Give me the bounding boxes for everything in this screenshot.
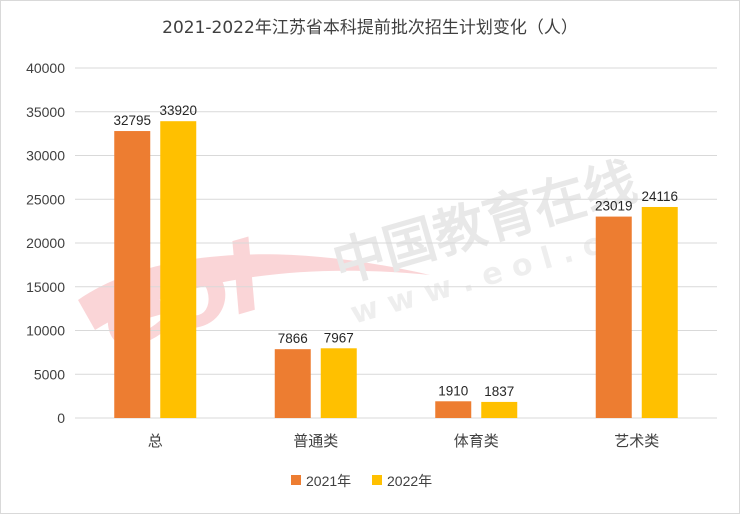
y-tick-label: 10000: [26, 323, 65, 339]
bars: [114, 121, 678, 418]
x-category-label: 普通类: [293, 432, 338, 450]
x-axis-categories: 总 普通类 体育类 艺术类: [148, 432, 660, 450]
bar-2022年: [320, 348, 357, 418]
y-tick-label: 15000: [26, 279, 65, 295]
legend: 2021年 2022年: [291, 473, 432, 489]
bar-2021年: [435, 401, 472, 418]
y-tick-label: 35000: [26, 104, 65, 120]
data-label: 32795: [113, 113, 151, 128]
bar-2021年: [595, 216, 632, 418]
x-category-label: 总: [148, 432, 163, 450]
y-tick-label: 40000: [26, 60, 65, 76]
bar-2022年: [481, 401, 518, 418]
legend-swatch-2021: [291, 475, 301, 485]
data-label: 33920: [159, 103, 197, 118]
x-category-label: 体育类: [454, 432, 499, 450]
bar-2021年: [114, 131, 151, 418]
chart-title: 2021-2022年江苏省本科提前批次招生计划变化（人）: [162, 18, 578, 38]
data-labels: 32795 33920 7866 7967 1910 1837 23019 24116: [113, 103, 678, 399]
data-label: 1910: [438, 383, 468, 398]
legend-label-2022: 2022年: [387, 473, 432, 489]
y-tick-label: 25000: [26, 191, 65, 207]
bar-2021年: [274, 349, 311, 418]
legend-label-2021: 2021年: [306, 473, 351, 489]
data-label: 23019: [595, 199, 633, 214]
y-tick-label: 20000: [26, 235, 65, 251]
data-label: 1837: [484, 384, 514, 399]
data-label: 24116: [641, 189, 678, 204]
data-label: 7967: [324, 330, 354, 345]
data-label: 7866: [278, 331, 308, 346]
legend-swatch-2022: [372, 475, 382, 485]
y-axis-ticks: 0 5000 10000 15000 20000 25000 30000 35000 40000: [26, 60, 65, 426]
y-tick-label: 0: [57, 410, 65, 426]
bar-2022年: [160, 121, 197, 418]
y-tick-label: 30000: [26, 148, 65, 164]
x-category-label: 艺术类: [614, 432, 659, 450]
bar-2022年: [641, 206, 678, 418]
y-tick-label: 5000: [34, 366, 65, 382]
